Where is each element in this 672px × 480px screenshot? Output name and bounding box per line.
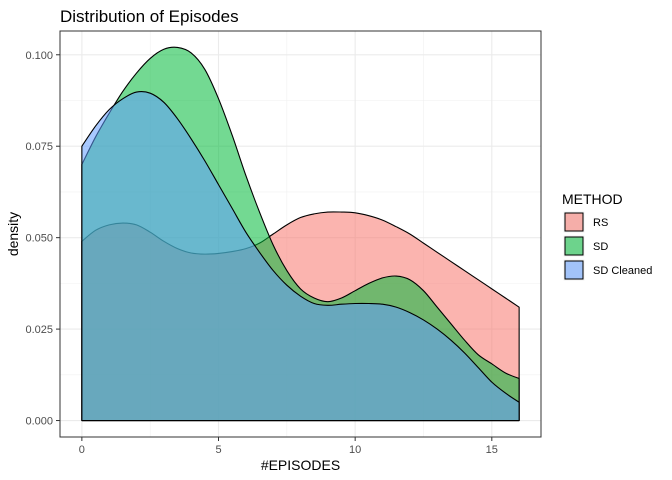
legend-swatch-rs <box>564 212 584 232</box>
panel-border <box>59 30 542 438</box>
x-axis-title: #EPISODES <box>261 457 340 473</box>
legend-swatch-sd <box>564 236 584 256</box>
density-areas <box>81 46 520 422</box>
density-area-sd-cleaned <box>81 91 520 422</box>
y-tick-label: 0.000 <box>25 416 53 428</box>
y-tick-label: 0.100 <box>25 50 53 62</box>
legend-label-sd: SD <box>593 241 608 253</box>
legend-label-sd-cleaned: SD Cleaned <box>593 265 652 277</box>
y-axis-title: density <box>5 212 21 256</box>
y-tick-label: 0.050 <box>25 233 53 245</box>
chart-title: Distribution of Episodes <box>60 7 239 26</box>
legend-label-rs: RS <box>593 217 608 229</box>
x-tick-label: 0 <box>79 444 85 456</box>
legend: METHOD RS SD SD Cleaned <box>562 191 652 281</box>
y-tick-label: 0.025 <box>25 324 53 336</box>
legend-swatch-sd-cleaned <box>564 260 584 280</box>
x-tick-label: 15 <box>486 444 498 456</box>
axis-ticks: 0 5 10 15 0.000 0.025 0.050 0.075 0.100 <box>25 50 497 456</box>
x-tick-label: 10 <box>349 444 361 456</box>
x-tick-label: 5 <box>215 444 221 456</box>
legend-title: METHOD <box>562 191 623 207</box>
y-tick-label: 0.075 <box>25 141 53 153</box>
